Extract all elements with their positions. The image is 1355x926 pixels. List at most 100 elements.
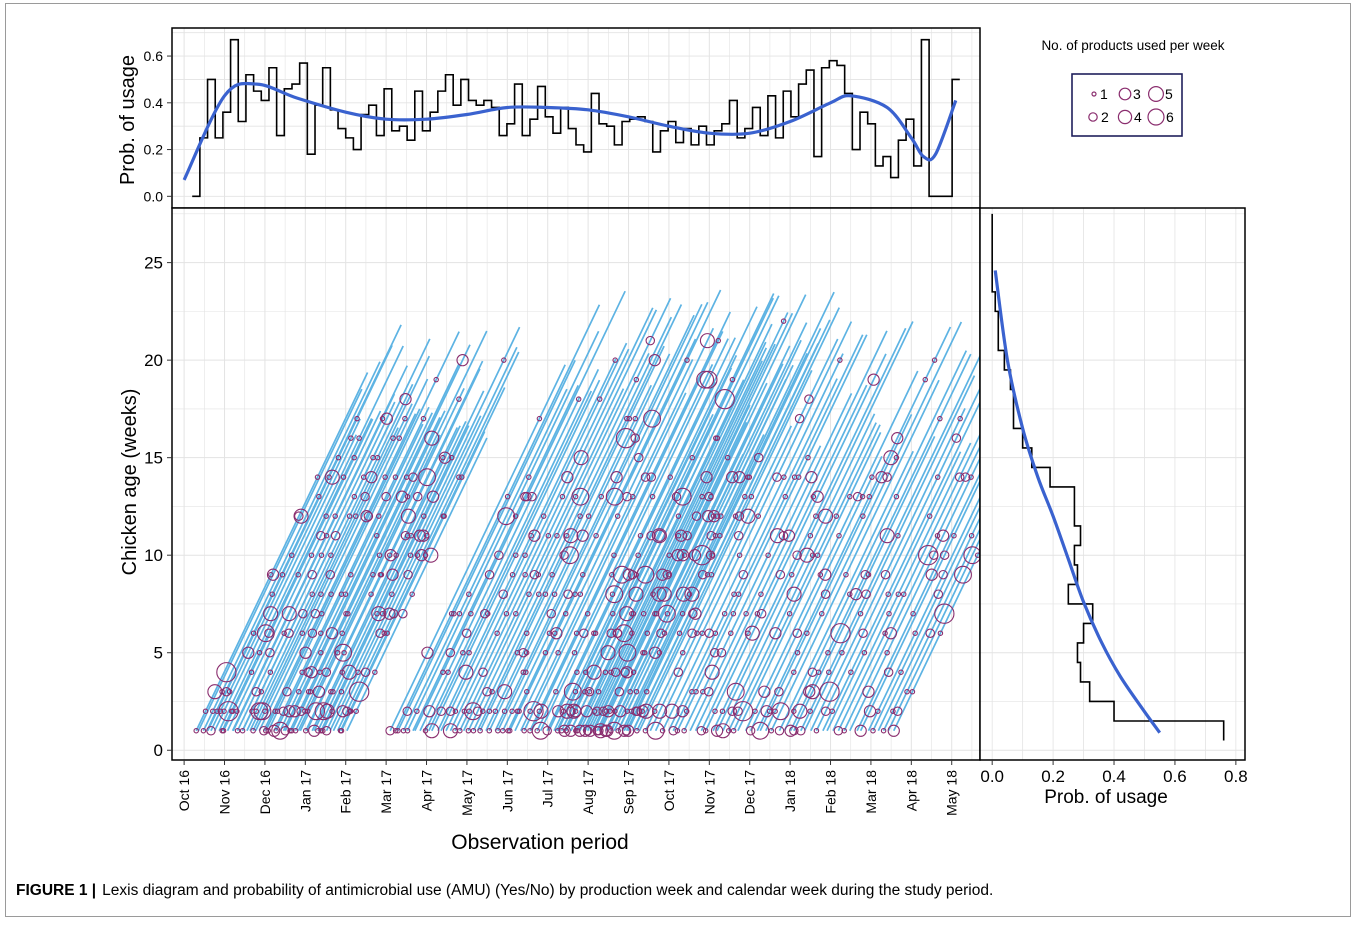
product-use-circle	[693, 688, 699, 695]
product-use-circle	[288, 705, 301, 718]
product-use-circle	[325, 569, 336, 580]
product-use-circle	[860, 513, 866, 519]
product-use-circle	[700, 471, 713, 484]
product-use-circle	[465, 727, 472, 734]
product-use-circle	[771, 702, 790, 721]
flock-lifeline	[582, 347, 768, 732]
product-use-circle	[575, 396, 582, 402]
legend-box	[1071, 73, 1183, 137]
product-use-circle	[931, 357, 938, 363]
flock-lifeline	[704, 353, 887, 732]
product-use-circle	[668, 725, 679, 736]
product-use-circle	[433, 376, 439, 383]
product-use-circle	[622, 491, 632, 502]
product-use-circle	[326, 474, 332, 480]
flock-lifeline	[672, 334, 864, 732]
product-use-circle	[774, 725, 785, 736]
product-use-circle	[500, 727, 506, 734]
product-use-circle	[729, 376, 736, 383]
product-use-circle	[769, 528, 786, 544]
product-use-circle	[579, 628, 589, 638]
product-use-circle	[715, 337, 722, 344]
product-use-circle	[656, 586, 672, 602]
flock-lifeline	[195, 372, 369, 732]
product-use-circle	[343, 610, 349, 617]
product-use-circle	[847, 493, 853, 500]
product-use-circle	[299, 646, 312, 659]
product-use-circle	[309, 591, 315, 597]
product-use-circle	[820, 589, 831, 599]
product-use-circle	[497, 684, 513, 700]
x-tick-label: Apr 17	[419, 770, 435, 811]
flock-lifeline	[291, 410, 446, 732]
product-use-circle	[271, 721, 290, 740]
product-use-circle	[572, 591, 578, 597]
product-use-circle	[492, 708, 499, 714]
flock-lifeline	[502, 301, 709, 732]
flock-lifeline	[304, 360, 484, 732]
product-use-circle	[318, 610, 325, 617]
flock-lifeline	[389, 364, 566, 732]
product-use-circle	[756, 608, 767, 619]
right-x-tick-label: 0.6	[1163, 767, 1187, 786]
product-use-circle	[296, 688, 302, 695]
product-use-circle	[726, 471, 739, 484]
product-use-circle	[583, 724, 597, 737]
product-use-circle	[681, 727, 687, 734]
flock-lifeline	[749, 455, 883, 732]
product-use-circle	[456, 474, 462, 480]
main-x-axis-label: Observation period	[451, 831, 628, 854]
product-use-circle	[593, 532, 599, 539]
product-use-circle	[753, 452, 764, 463]
flock-lifeline	[252, 427, 399, 732]
product-use-circle	[560, 708, 567, 714]
product-use-circle	[561, 546, 579, 565]
product-use-circle	[583, 669, 589, 675]
flock-lifeline	[778, 450, 914, 732]
product-use-circle	[482, 686, 492, 697]
product-use-circle	[880, 727, 887, 734]
product-use-circle	[253, 702, 272, 721]
product-use-circle	[573, 724, 587, 737]
product-use-circle	[791, 669, 797, 675]
product-use-circle	[400, 508, 416, 524]
product-use-circle	[346, 513, 353, 519]
product-use-circle	[799, 547, 815, 563]
product-use-circle	[445, 669, 451, 675]
product-use-circle	[217, 708, 224, 714]
product-use-circle	[904, 688, 910, 695]
product-use-circle	[221, 686, 232, 697]
product-use-circle	[634, 727, 640, 734]
product-use-circle	[833, 513, 840, 519]
product-use-circle	[716, 647, 727, 658]
x-tick-label: Aug 17	[580, 770, 596, 815]
flock-lifeline	[325, 326, 521, 732]
product-use-circle	[709, 552, 715, 558]
flock-lifeline	[584, 360, 763, 732]
flock-lifeline	[514, 359, 694, 732]
product-use-circle	[504, 493, 511, 500]
product-use-circle	[265, 647, 275, 658]
flock-lifeline	[810, 408, 966, 732]
flock-lifeline	[765, 321, 963, 732]
product-use-circle	[848, 669, 854, 675]
product-use-circle	[699, 630, 706, 636]
product-use-circle	[724, 454, 731, 461]
product-use-circle	[395, 490, 409, 503]
product-use-circle	[610, 667, 621, 677]
flock-lifeline	[683, 445, 822, 732]
product-use-circle	[421, 646, 434, 659]
product-use-circle	[782, 529, 796, 542]
product-use-circle	[421, 513, 427, 519]
flock-lifeline	[756, 326, 952, 732]
product-use-circle	[264, 628, 274, 638]
product-use-circle	[486, 727, 493, 734]
product-use-circle	[494, 550, 504, 560]
product-use-circle	[740, 508, 756, 524]
product-use-circle	[559, 550, 569, 560]
flock-lifeline	[638, 370, 813, 732]
flock-lifeline	[832, 442, 972, 732]
product-use-circle	[329, 708, 335, 714]
flock-lifeline	[556, 355, 738, 732]
